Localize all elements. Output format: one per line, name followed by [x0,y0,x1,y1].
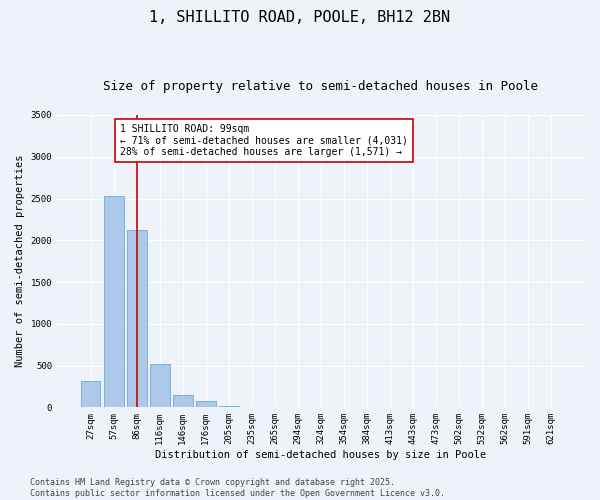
Bar [196,401,215,407]
Text: 1 SHILLITO ROAD: 99sqm
← 71% of semi-detached houses are smaller (4,031)
28% of : 1 SHILLITO ROAD: 99sqm ← 71% of semi-det… [120,124,408,157]
Bar [127,230,146,408]
Y-axis label: Number of semi-detached properties: Number of semi-detached properties [15,155,25,368]
Bar [104,196,124,408]
Bar [173,395,193,407]
Bar [150,364,170,408]
Bar [81,381,100,407]
Text: 1, SHILLITO ROAD, POOLE, BH12 2BN: 1, SHILLITO ROAD, POOLE, BH12 2BN [149,10,451,25]
Text: Contains HM Land Registry data © Crown copyright and database right 2025.
Contai: Contains HM Land Registry data © Crown c… [30,478,445,498]
Bar [219,406,239,407]
X-axis label: Distribution of semi-detached houses by size in Poole: Distribution of semi-detached houses by … [155,450,487,460]
Title: Size of property relative to semi-detached houses in Poole: Size of property relative to semi-detach… [103,80,538,93]
